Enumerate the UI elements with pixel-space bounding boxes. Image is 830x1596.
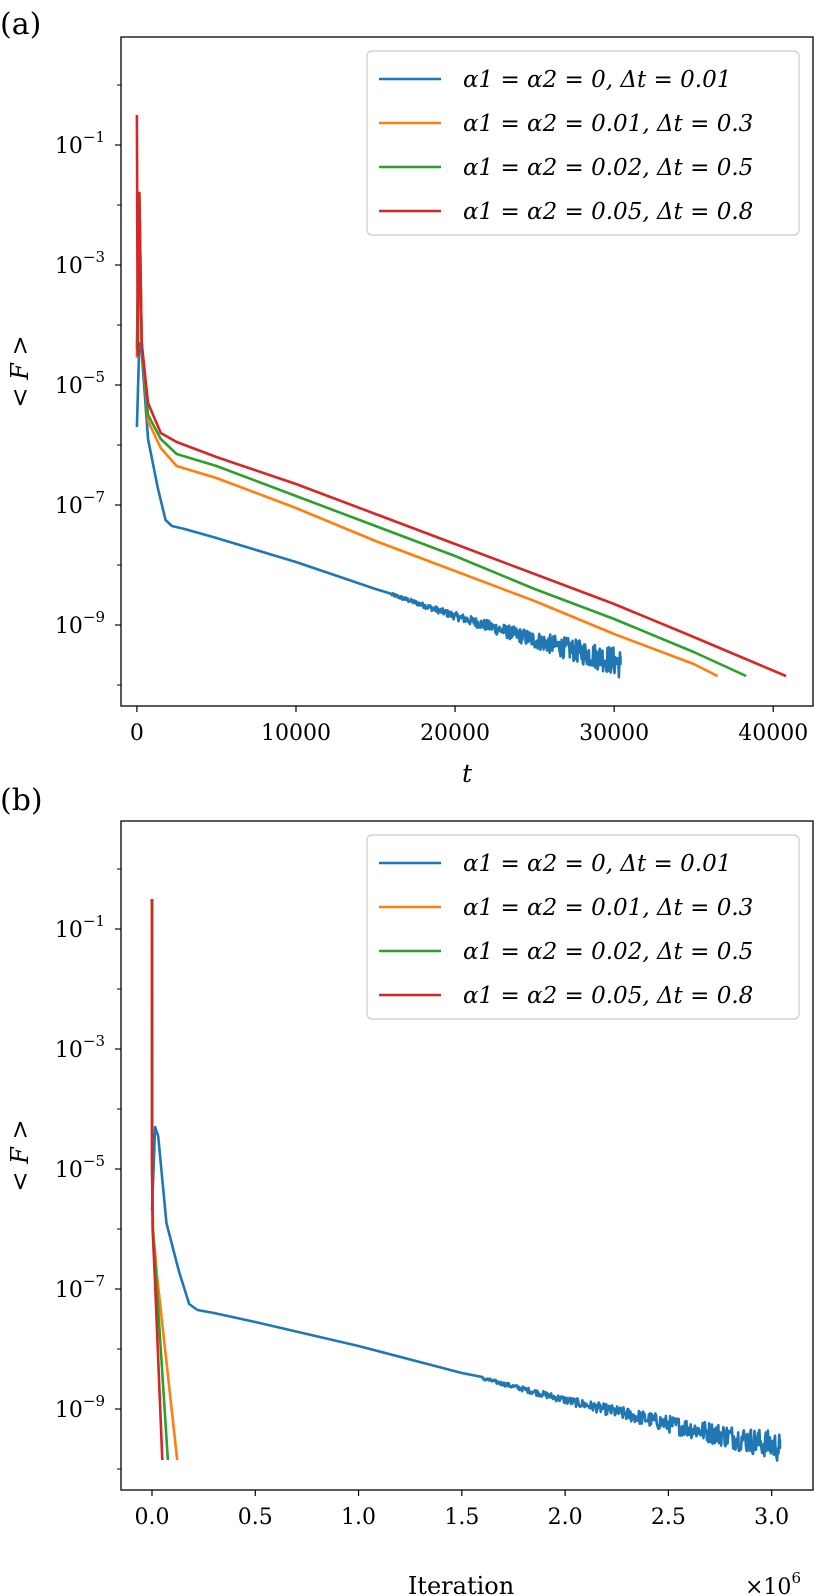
legend-box bbox=[366, 50, 800, 236]
y-tick-label: 10−3 bbox=[55, 1032, 105, 1063]
legend-box bbox=[366, 834, 800, 1020]
legend-entry: α1 = α2 = 0, Δt = 0.01 bbox=[463, 67, 731, 93]
x-tick-label: 40000 bbox=[738, 721, 808, 746]
y-tick-label: 10−1 bbox=[55, 912, 105, 943]
y-axis-label: < F > bbox=[6, 1119, 34, 1191]
series-line-4 bbox=[150, 898, 164, 1461]
panel-label: (a) bbox=[0, 7, 41, 42]
x-tick-label: 0.0 bbox=[134, 1505, 169, 1530]
y-tick-label: 10−5 bbox=[55, 368, 105, 399]
legend-entry: α1 = α2 = 0, Δt = 0.01 bbox=[463, 851, 731, 877]
x-tick-label: 0.5 bbox=[238, 1505, 273, 1530]
y-tick-label: 10−9 bbox=[55, 608, 105, 639]
panel-b: (b) 0.0 0.5 1.0 1.5 2.0 2.5 3.0 10−1 10−3 10−5 10−7… bbox=[0, 783, 814, 1596]
plot-frame bbox=[120, 820, 814, 1491]
y-axis-label: < F > bbox=[6, 335, 34, 407]
y-tick-label: 10−5 bbox=[55, 1152, 105, 1183]
panel-label: (b) bbox=[0, 783, 43, 818]
series-line-2 bbox=[135, 191, 719, 678]
series-line-1 bbox=[135, 341, 622, 679]
legend-entry: α1 = α2 = 0.05, Δt = 0.8 bbox=[463, 983, 753, 1009]
x-multiplier: ×106 bbox=[745, 1569, 801, 1596]
legend-entry: α1 = α2 = 0.02, Δt = 0.5 bbox=[463, 939, 753, 965]
x-tick-label: 1.5 bbox=[444, 1505, 479, 1530]
series-lines bbox=[150, 898, 782, 1462]
x-tick-label: 0 bbox=[130, 721, 144, 746]
x-tick-label: 10000 bbox=[261, 721, 331, 746]
x-tick-label: 30000 bbox=[579, 721, 649, 746]
series-line-2 bbox=[150, 898, 179, 1461]
x-tick-label: 20000 bbox=[420, 721, 490, 746]
plot-frame bbox=[120, 36, 814, 707]
series-lines bbox=[135, 114, 787, 679]
y-tick-label: 10−7 bbox=[55, 1272, 105, 1303]
x-axis-label: t bbox=[462, 759, 473, 788]
y-tick-label: 10−9 bbox=[55, 1392, 105, 1423]
y-tick-label: 10−1 bbox=[55, 128, 105, 159]
panel-a: (a) 0 10000 20000 30000 40000 10−1 10−3 10−5 10−7… bbox=[0, 7, 814, 788]
series-line-4 bbox=[135, 114, 787, 678]
y-tick-label: 10−7 bbox=[55, 488, 105, 519]
legend-entry: α1 = α2 = 0.05, Δt = 0.8 bbox=[463, 199, 753, 225]
legend: α1 = α2 = 0, Δt = 0.01 α1 = α2 = 0.01, Δt… bbox=[366, 50, 800, 236]
series-line-3 bbox=[135, 191, 747, 678]
legend-entry: α1 = α2 = 0.02, Δt = 0.5 bbox=[463, 155, 753, 181]
series-line-1 bbox=[150, 1125, 782, 1462]
x-tick-label: 3.0 bbox=[754, 1505, 789, 1530]
y-tick-label: 10−3 bbox=[55, 248, 105, 279]
x-tick-label: 2.0 bbox=[548, 1505, 583, 1530]
legend: α1 = α2 = 0, Δt = 0.01 α1 = α2 = 0.01, Δt… bbox=[366, 834, 800, 1020]
legend-entry: α1 = α2 = 0.01, Δt = 0.3 bbox=[463, 895, 753, 921]
x-tick-label: 2.5 bbox=[651, 1505, 686, 1530]
x-tick-label: 1.0 bbox=[341, 1505, 376, 1530]
legend-entry: α1 = α2 = 0.01, Δt = 0.3 bbox=[463, 111, 753, 137]
x-axis-label: Iteration bbox=[408, 1572, 514, 1596]
